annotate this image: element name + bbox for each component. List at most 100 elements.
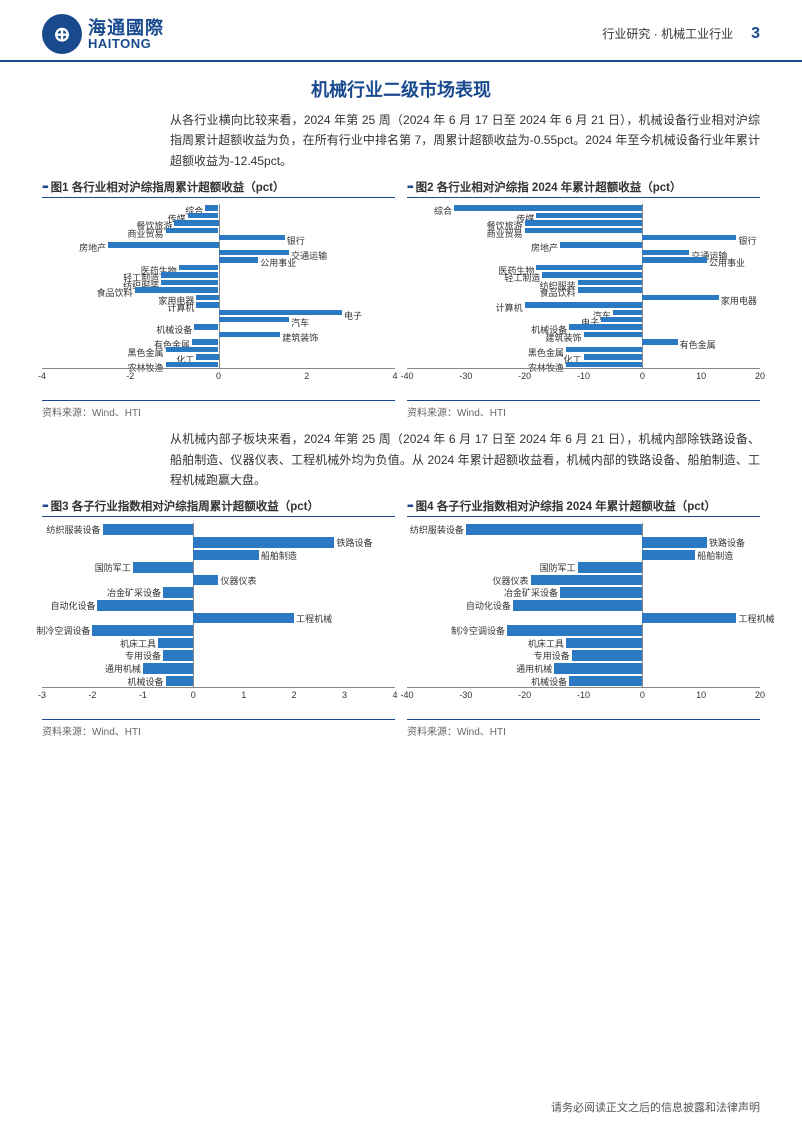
bar-label: 制冷空调设备: [451, 624, 505, 637]
bar: [642, 537, 707, 548]
chart-3-title: 图3 各子行业指数相对沪综指周累计超额收益（pct）: [51, 498, 319, 514]
bar-label: 商业贸易: [128, 227, 164, 240]
bar: [196, 354, 218, 359]
bar: [166, 228, 219, 233]
bar: [507, 625, 642, 636]
bar: [174, 220, 218, 225]
chart-2: ▪▪▪图2 各行业相对沪综指 2024 年累计超额收益（pct） 综合传媒餐饮旅…: [407, 179, 760, 419]
axis-tick: 1: [241, 690, 246, 700]
axis-tick: -10: [577, 371, 590, 381]
bar-label: 机床工具: [120, 637, 156, 650]
bar: [193, 550, 259, 561]
bar-label: 商业贸易: [487, 227, 523, 240]
axis-tick: 10: [696, 690, 706, 700]
bar-label: 自动化设备: [50, 599, 95, 612]
axis-tick: -2: [126, 371, 134, 381]
chart-4-title: 图4 各子行业指数相对沪综指 2024 年累计超额收益（pct）: [416, 498, 716, 514]
bar: [161, 272, 218, 277]
bar: [97, 600, 193, 611]
bar-label: 船舶制造: [697, 549, 733, 562]
axis-tick: 20: [755, 371, 765, 381]
bar-label: 电子: [344, 309, 362, 322]
axis-tick: 20: [755, 690, 765, 700]
bar: [161, 280, 218, 285]
bar-label: 建筑装饰: [545, 331, 581, 344]
bar-label: 房地产: [79, 241, 106, 254]
bar-label: 轻工制造: [504, 271, 540, 284]
bar: [135, 287, 219, 292]
footer-disclaimer: 请务必阅读正文之后的信息披露和法律声明: [551, 1099, 760, 1115]
bar-label: 房地产: [531, 241, 558, 254]
bar-label: 综合: [434, 204, 452, 217]
axis-tick: -40: [400, 371, 413, 381]
axis-tick: 0: [191, 690, 196, 700]
bar-label: 仪器仪表: [221, 574, 257, 587]
axis-tick: 2: [292, 690, 297, 700]
bar-label: 公用事业: [260, 256, 296, 269]
bar-label: 家用电器: [721, 294, 757, 307]
bar-label: 黑色金属: [128, 346, 164, 359]
bar: [92, 625, 193, 636]
bar-label: 制冷空调设备: [36, 624, 90, 637]
bar-label: 冶金矿采设备: [504, 586, 558, 599]
bar: [219, 250, 290, 255]
bar: [536, 265, 642, 270]
bar: [525, 302, 643, 307]
bar: [219, 332, 281, 337]
bar-label: 银行: [287, 234, 305, 247]
bar: [219, 257, 259, 262]
bar: [166, 362, 219, 367]
bar-label: 工程机械: [738, 612, 774, 625]
bar: [163, 587, 193, 598]
chart-4-source: 资料来源：Wind、HTI: [407, 723, 760, 738]
logo-text-cn: 海通國際: [88, 19, 164, 37]
bar: [578, 562, 643, 573]
bar-label: 公用事业: [709, 256, 745, 269]
bullet-icon: ▪▪▪: [407, 501, 412, 512]
bar: [188, 213, 219, 218]
bar-label: 铁路设备: [709, 536, 745, 549]
bar: [525, 228, 643, 233]
chart-1-source: 资料来源：Wind、HTI: [42, 404, 395, 419]
bar: [466, 524, 643, 535]
bar-label: 建筑装饰: [282, 331, 318, 344]
bar: [179, 265, 219, 270]
bar-label: 船舶制造: [261, 549, 297, 562]
bar: [454, 205, 642, 210]
chart-3-source: 资料来源：Wind、HTI: [42, 723, 395, 738]
bar-label: 汽车: [291, 316, 309, 329]
bar-label: 通用机械: [516, 662, 552, 675]
bar: [196, 302, 218, 307]
bar: [554, 663, 642, 674]
bar: [166, 676, 194, 687]
bar: [103, 524, 194, 535]
chart-3: ▪▪▪图3 各子行业指数相对沪综指周累计超额收益（pct） 纺织服装设备铁路设备…: [42, 498, 395, 738]
bar: [569, 324, 642, 329]
bar-label: 黑色金属: [528, 346, 564, 359]
header-category: 行业研究 · 机械工业行业: [602, 25, 733, 42]
bar: [584, 354, 643, 359]
axis-tick: 4: [392, 690, 397, 700]
section-title: 机械行业二级市场表现: [0, 76, 802, 102]
axis-tick: -3: [38, 690, 46, 700]
axis-tick: -30: [459, 690, 472, 700]
bar-label: 交通运输: [291, 249, 327, 262]
bar-label: 国防军工: [540, 561, 576, 574]
bar-label: 纺织服装设备: [410, 523, 464, 536]
bar-label: 食品饮料: [97, 286, 133, 299]
bar: [219, 317, 290, 322]
bar: [219, 310, 343, 315]
bar-label: 机械设备: [531, 675, 567, 688]
bar-label: 专用设备: [125, 649, 161, 662]
logo-text-en: HAITONG: [88, 37, 164, 50]
bar: [584, 332, 643, 337]
bar: [560, 587, 642, 598]
paragraph-1: 从各行业横向比较来看，2024 年第 25 周（2024 年 6 月 17 日至…: [0, 110, 802, 171]
bar-label: 自动化设备: [466, 599, 511, 612]
bar: [166, 347, 219, 352]
bar: [642, 250, 689, 255]
bar: [542, 272, 642, 277]
page-number: 3: [751, 25, 760, 43]
bar: [158, 638, 193, 649]
bar: [133, 562, 194, 573]
